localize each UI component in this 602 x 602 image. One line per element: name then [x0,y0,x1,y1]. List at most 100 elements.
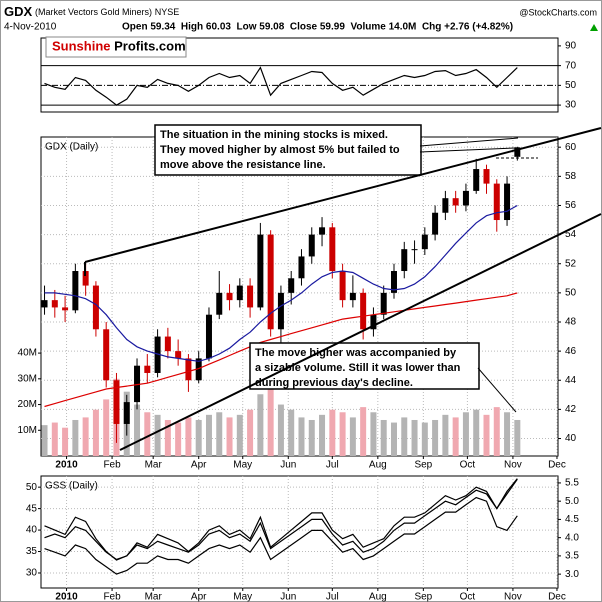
y2-tick-label: 20M [18,399,37,410]
y2-tick-label: 5.0 [565,496,579,507]
x-tick-label: Mar [145,460,163,471]
volume-bar [473,409,480,456]
fund-name: (Market Vectors Gold Miners) [35,7,152,17]
volume-bar [267,389,274,456]
y-tick-label: 35 [26,546,38,557]
volume-bar [288,409,295,456]
x-tick-label: Sep [414,460,432,471]
candle-body [329,227,336,272]
y2-tick-label: 3.0 [565,569,579,580]
annotation-box [249,342,480,390]
header-title: GDX (Market Vectors Gold Miners) NYSE [4,4,179,19]
volume-bar [462,412,469,456]
y2-tick-label: 30M [18,373,37,384]
x-tick-label: 2010 [55,592,78,602]
volume-bar [51,422,58,456]
candle-body [185,358,192,381]
x-tick-label: Dec [548,592,566,602]
volume-bar [103,399,110,456]
volume-bar [257,394,264,456]
candle-body [257,234,264,308]
candle-body [144,365,151,373]
candle-body [226,292,233,301]
y2-tick-label: 4.5 [565,514,579,525]
connector [419,137,519,147]
candle-body [247,285,254,308]
x-tick-label: Oct [460,460,476,471]
volume-bar [144,412,151,456]
resistance-line [84,127,602,263]
candle-body [175,351,182,359]
volume-bar [247,409,254,456]
candle-body [298,256,305,279]
candle-body [380,292,387,315]
candle-body [421,234,428,250]
volume-bar [432,419,439,456]
volume-bar [41,425,48,456]
x-tick-label: Apr [191,592,207,602]
y-tick-label: 40 [565,433,577,444]
candle-body [370,314,377,330]
candle-body [452,198,459,206]
candle-body [62,307,69,311]
volume-bar [72,419,79,456]
x-tick-label: Dec [548,460,566,471]
volume-bar [339,412,346,456]
connector [477,367,517,413]
candle-body [195,358,202,381]
x-tick-label: Feb [103,592,121,602]
y2-tick-label: 3.5 [565,551,579,562]
candle-body [390,271,397,293]
x-tick-label: Oct [460,592,476,602]
volume-bar [154,414,161,456]
annotation-text: move above the resistance line. [160,159,326,171]
volume-bar [308,419,315,456]
volume-bar [514,419,521,456]
x-tick-label: Mar [145,592,163,602]
series-line [44,496,518,575]
volume-bar [92,409,99,456]
volume-bar [360,407,367,456]
volume-bar [380,419,387,456]
candle-body [41,300,48,308]
y-tick-label: 90 [565,41,577,52]
volume-bar [504,412,511,456]
plots: 30 50 70 90 40 42 44 46 48 50 52 54 56 58 60 10M 20M 30M 4… [18,37,579,602]
series-line [44,292,518,408]
annotation-text: a sizable volume. Still it was lower tha… [255,362,461,374]
y-tick-label: 30 [565,100,577,111]
x-tick-label: Nov [504,592,522,602]
logo-b: Profits.com [114,39,186,54]
volume-bar [277,404,284,456]
quote: Open 59.34 High 60.03 Low 59.08 Close 59… [122,22,513,33]
volume-bar [493,407,500,456]
candle-body [483,169,490,184]
y-tick-label: 50 [26,482,38,493]
x-tick-label: Jun [280,460,296,471]
y-tick-label: 40 [26,525,38,536]
candle-body [349,292,356,301]
y-tick-label: 45 [26,503,38,514]
y-tick-label: 58 [565,171,577,182]
x-tick-label: Apr [191,460,207,471]
annotation-box [154,124,422,176]
candle-body [154,336,161,373]
candle-body [288,278,295,293]
candle-body [123,402,130,424]
volume-bar [370,412,377,456]
candle-body [164,336,171,352]
volume-bar [175,422,182,456]
y-tick-label: 44 [565,375,577,386]
volume-bar [205,414,212,456]
candle-body [504,183,511,221]
volume-bar [329,409,336,456]
volume-bar [319,414,326,456]
y-tick-label: 56 [565,200,577,211]
candle-body [493,183,500,221]
y-tick-label: 52 [565,258,577,269]
panel-title: GSS (Daily) [45,481,98,492]
connector [419,147,516,153]
candle-body [462,190,469,206]
volume-bar [401,417,408,456]
candle-body [82,271,89,286]
